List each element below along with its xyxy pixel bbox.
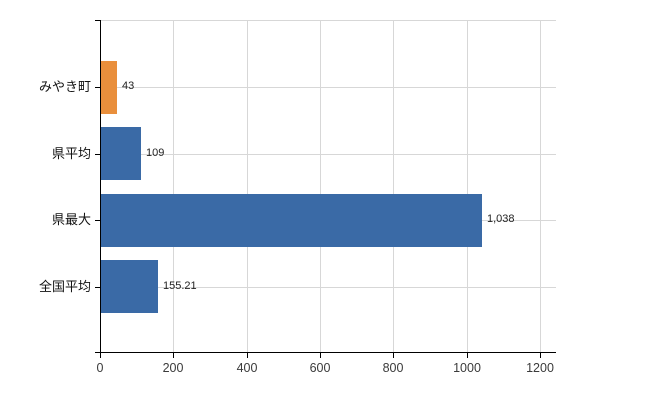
x-gridline bbox=[540, 20, 541, 352]
x-tick-label: 800 bbox=[382, 361, 404, 375]
x-tick-label: 200 bbox=[162, 361, 184, 375]
category-label: 全国平均 bbox=[38, 279, 91, 294]
y-gridline bbox=[100, 87, 556, 88]
y-tick bbox=[95, 154, 100, 155]
x-tick-label: 400 bbox=[236, 361, 258, 375]
y-gridline bbox=[100, 287, 556, 288]
bar bbox=[101, 260, 158, 313]
bar bbox=[101, 194, 482, 247]
x-gridline bbox=[466, 20, 468, 352]
bar bbox=[101, 127, 141, 180]
y-tick bbox=[95, 287, 100, 288]
x-axis-line bbox=[95, 352, 556, 353]
x-gridline bbox=[320, 20, 321, 352]
x-tick bbox=[540, 353, 541, 358]
bar-value-label: 43 bbox=[122, 80, 135, 92]
x-tick bbox=[467, 353, 468, 358]
x-tick-label: 1000 bbox=[453, 361, 481, 375]
y-tick bbox=[95, 220, 100, 221]
y-axis-line bbox=[100, 20, 101, 357]
y-axis-top-tick bbox=[95, 20, 100, 21]
x-tick-label: 0 bbox=[96, 361, 104, 375]
plot-top-border bbox=[100, 20, 556, 21]
y-tick bbox=[95, 87, 100, 88]
bar bbox=[101, 61, 117, 114]
x-gridline bbox=[393, 20, 395, 352]
bar-value-label: 1,038 bbox=[487, 213, 515, 225]
x-tick bbox=[320, 353, 321, 358]
x-gridline bbox=[173, 20, 175, 352]
x-tick bbox=[393, 353, 394, 358]
bar-value-label: 109 bbox=[146, 147, 165, 159]
x-tick-label: 600 bbox=[309, 361, 331, 375]
category-label: 県最大 bbox=[51, 212, 91, 227]
x-gridline bbox=[246, 20, 248, 352]
bar-value-label: 155.21 bbox=[163, 280, 197, 292]
x-tick-label: 1200 bbox=[526, 361, 554, 375]
x-tick bbox=[173, 353, 174, 358]
y-gridline bbox=[100, 154, 556, 155]
category-label: みやき町 bbox=[38, 79, 91, 94]
category-label: 県平均 bbox=[51, 146, 91, 161]
x-tick bbox=[100, 353, 101, 358]
x-tick bbox=[247, 353, 248, 358]
